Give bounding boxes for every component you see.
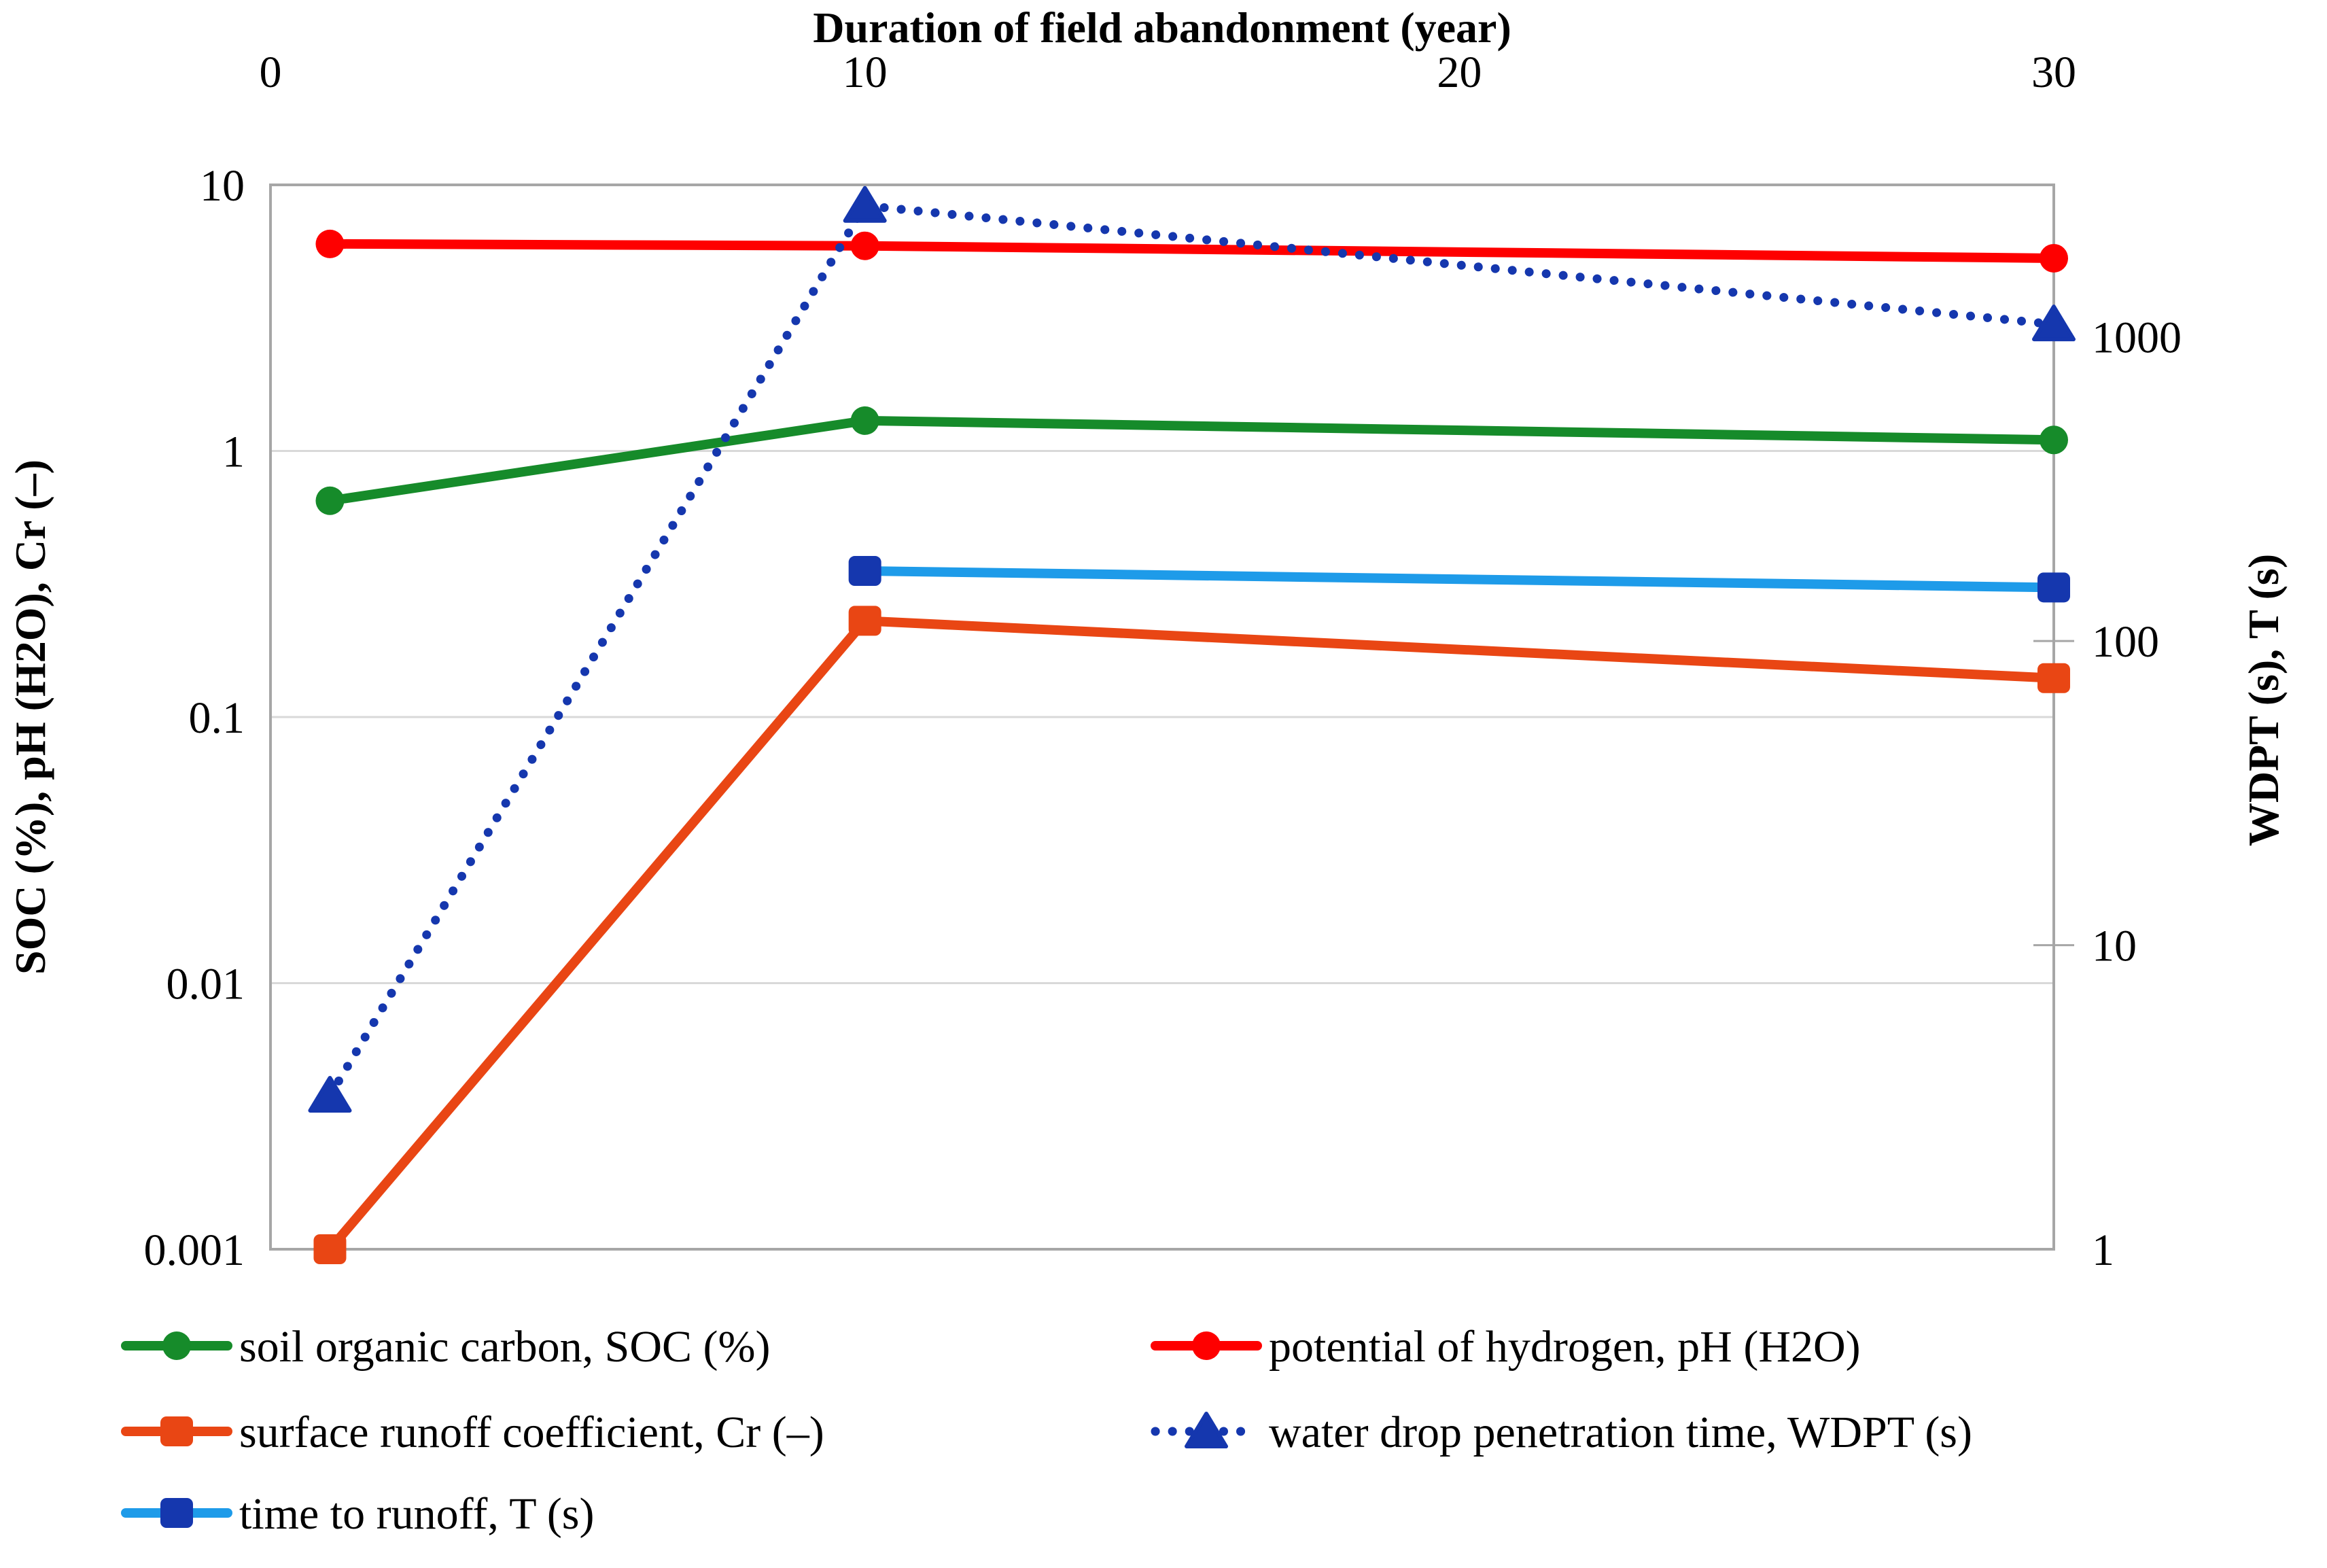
- legend-label: surface runoff coefficient, Cr (–): [239, 1408, 824, 1457]
- legend-label: time to runoff, T (s): [239, 1489, 594, 1539]
- series-line-2: [325, 616, 2059, 1254]
- right-axis-title: WDPT (s), T (s): [2239, 554, 2288, 846]
- series-2-point-2: [2037, 663, 2070, 693]
- legend-marker-0: [162, 1331, 191, 1360]
- right-axis-tick-label: 100: [2092, 617, 2159, 667]
- series-3-point-1: [843, 186, 887, 223]
- left-axis-tick-label: 1: [222, 428, 245, 477]
- x-axis-tick-label: 30: [2031, 48, 2076, 97]
- series-1-point-0: [315, 229, 345, 258]
- legend-marker-4: [160, 1498, 193, 1528]
- left-axis-tick-label: 0.01: [167, 960, 245, 1009]
- legend-label: potential of hydrogen, pH (H2O): [1269, 1322, 1861, 1372]
- series-3-point-2: [2032, 304, 2076, 342]
- right-axis-tick-label: 10: [2092, 922, 2137, 971]
- series-1-point-2: [2040, 243, 2068, 273]
- series-4-point-0: [848, 556, 881, 587]
- left-axis-tick-label: 10: [200, 161, 245, 211]
- series-1-point-1: [850, 231, 879, 260]
- series-4-point-1: [2037, 572, 2070, 603]
- legend-marker-3: [1185, 1412, 1228, 1448]
- right-axis-tick-label: 1: [2092, 1225, 2114, 1275]
- left-axis-title: SOC (%), pH (H2O), Cr (–): [6, 459, 54, 975]
- left-axis-tick-label: 0.1: [189, 693, 245, 743]
- series-line-0: [325, 415, 2059, 506]
- x-axis-title: Duration of field abandonment (year): [813, 3, 1511, 52]
- x-axis-tick-label: 20: [1437, 48, 1482, 97]
- legend-marker-2: [160, 1416, 193, 1446]
- plot-border: [269, 184, 2055, 1251]
- legend-label: water drop penetration time, WDPT (s): [1269, 1408, 1972, 1457]
- series-0-point-1: [850, 406, 879, 435]
- x-axis-tick-label: 0: [260, 48, 282, 97]
- series-0-point-2: [2040, 425, 2068, 455]
- right-axis-tick-label: 1000: [2092, 313, 2182, 363]
- series-line-3: [325, 201, 2059, 1100]
- x-axis-tick-label: 10: [843, 48, 888, 97]
- series-line-4: [860, 566, 2059, 593]
- left-axis-tick-label: 0.001: [144, 1225, 245, 1275]
- series-3-point-0: [308, 1075, 352, 1113]
- legend-marker-1: [1192, 1331, 1221, 1360]
- series-0-point-0: [315, 486, 345, 515]
- series-2-point-1: [848, 606, 881, 636]
- series-line-1: [325, 239, 2059, 263]
- legend-label: soil organic carbon, SOC (%): [239, 1322, 770, 1372]
- series-2-point-0: [313, 1234, 347, 1264]
